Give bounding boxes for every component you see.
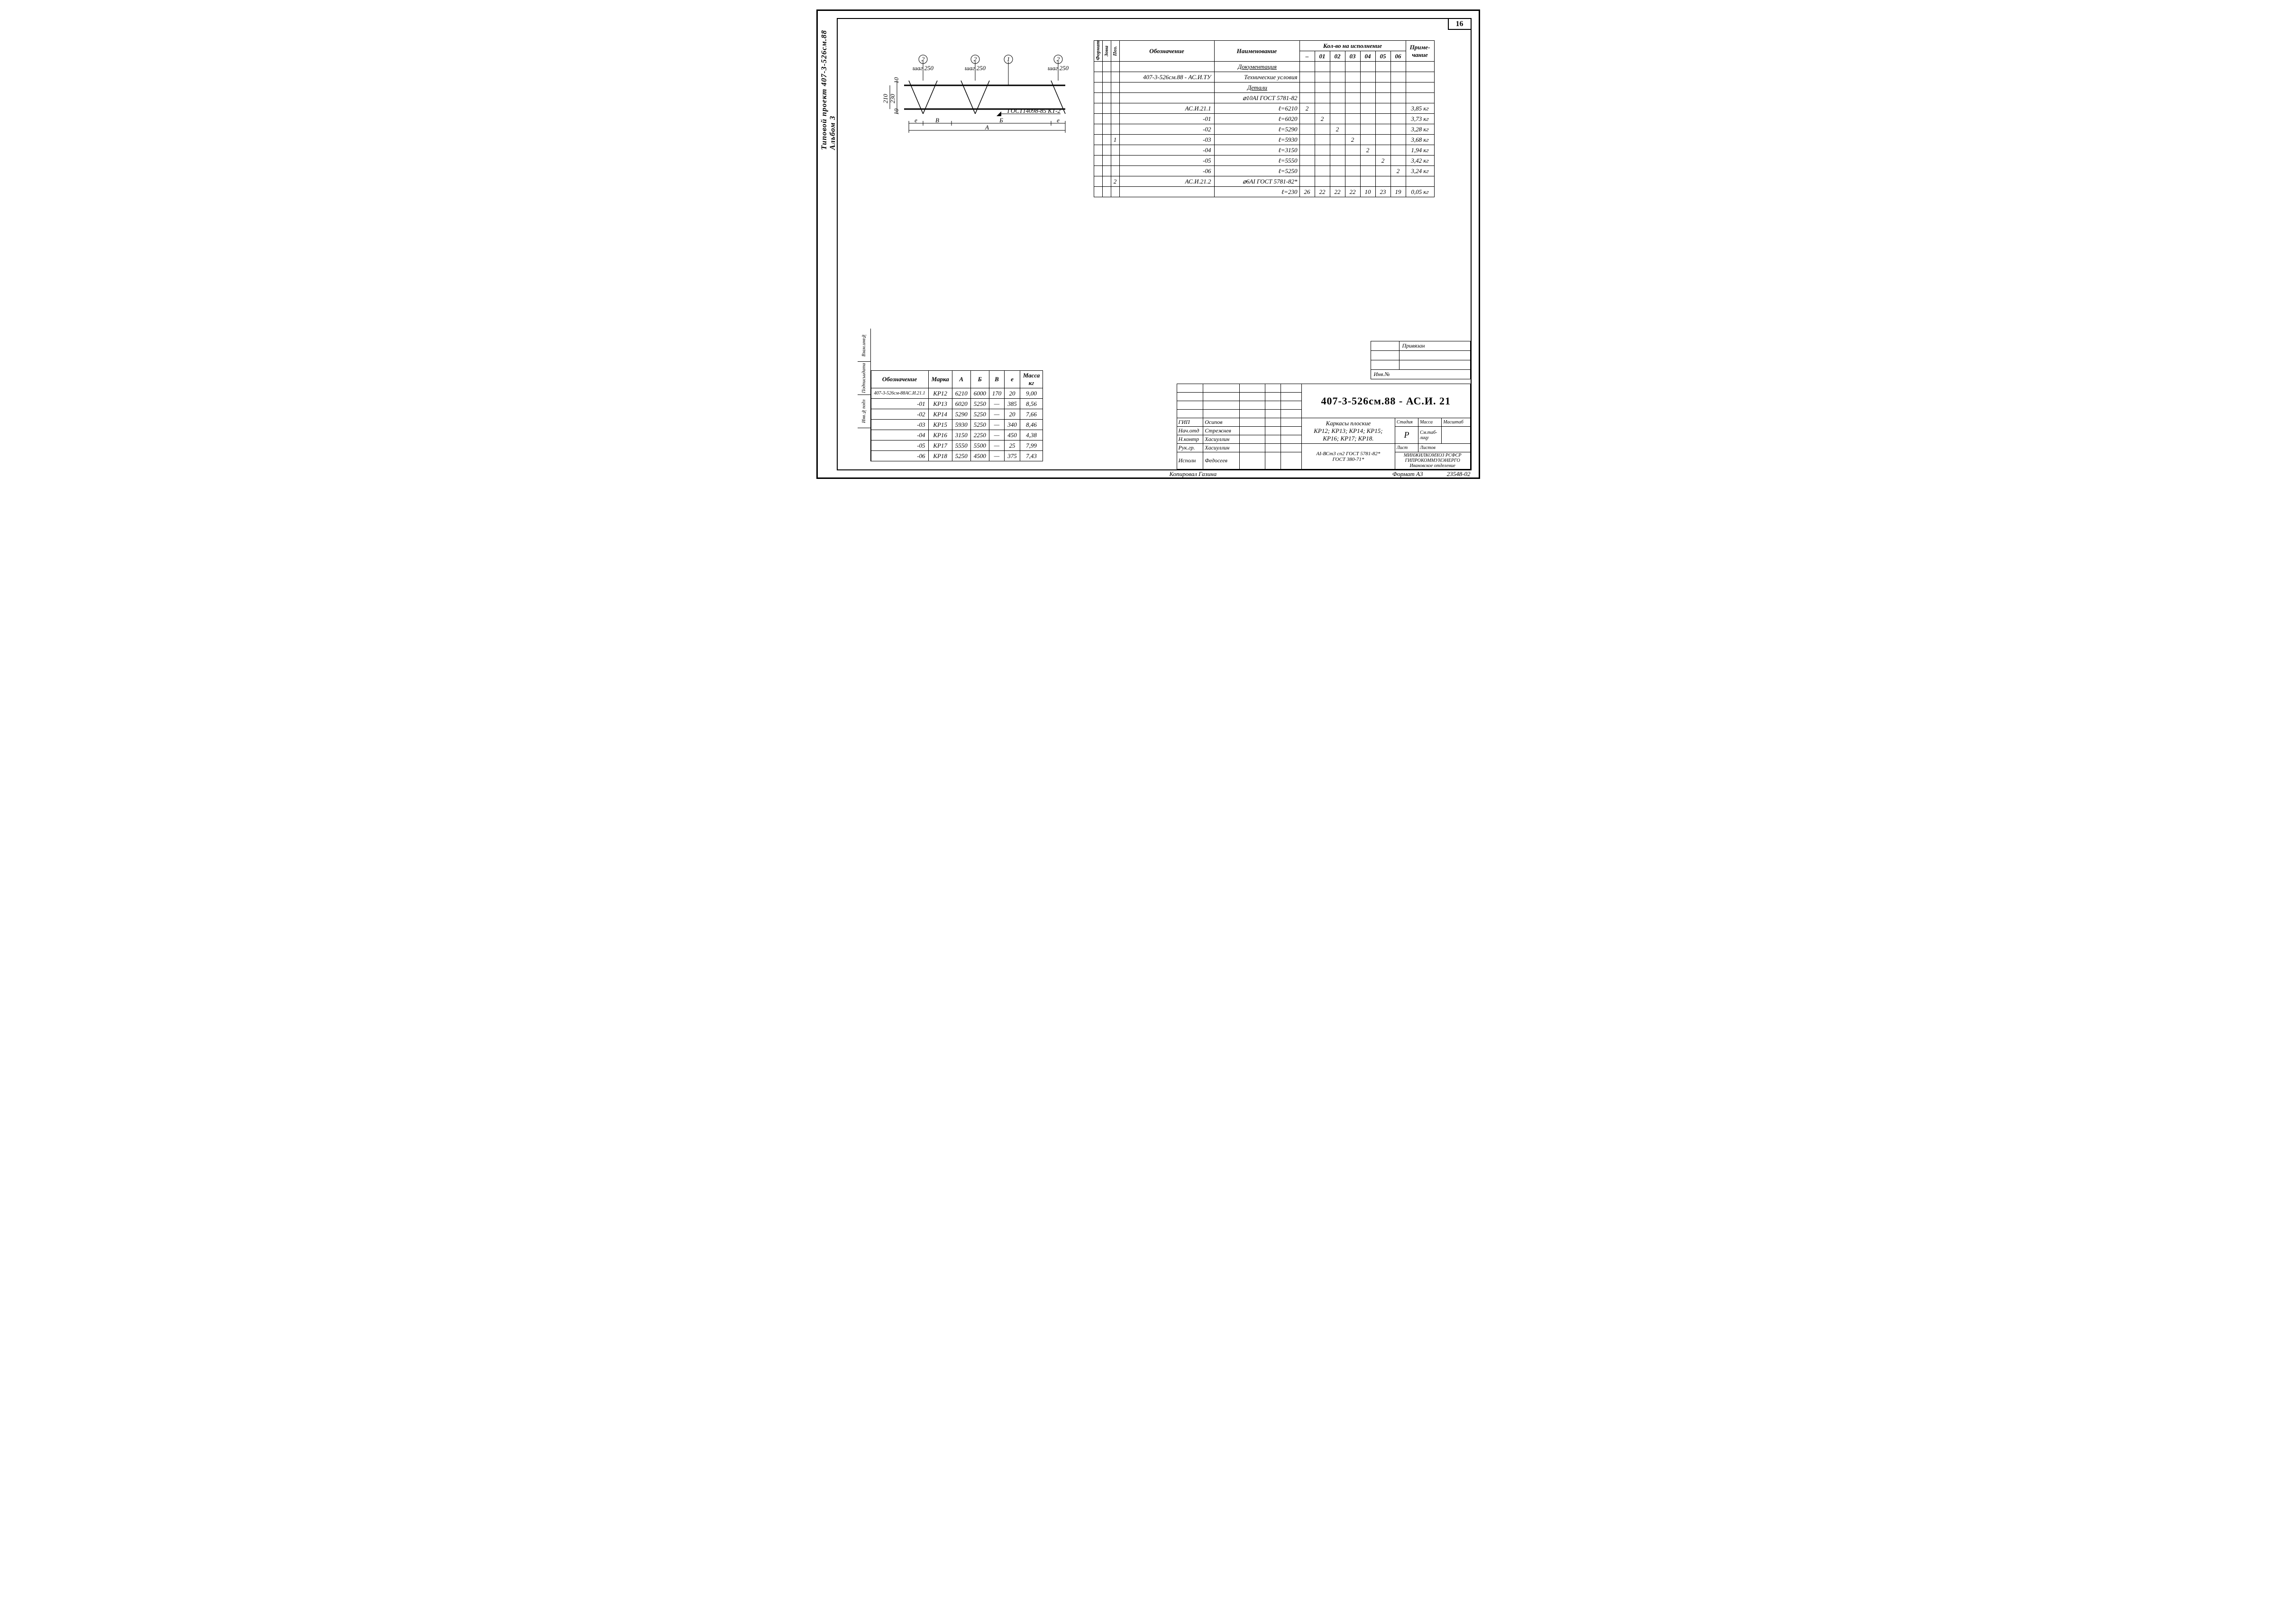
project-label: Типовой проект 407-3-526см.88 Альбом 3 [820,30,837,150]
spec-row: -04ℓ=315021,94 кг [1094,145,1434,156]
svg-text:ГОСТ14098-85 КТ-2: ГОСТ14098-85 КТ-2 [1006,107,1061,114]
svg-text:Б: Б [999,117,1003,124]
svg-text:210: 210 [882,94,889,103]
title-block: 407-3-526см.88 - АС.И. 21 ГИПОсипов Карк… [1177,384,1471,469]
spec-row: 407-3-526см.88 - АС.И.ТУТехнические усло… [1094,72,1434,83]
spec-row: Документация [1094,62,1434,72]
page-number: 16 [1448,18,1472,30]
dims-row: -04КР1631502250—4504,38 [871,430,1043,440]
svg-text:10: 10 [893,109,900,115]
svg-text:e: e [1057,117,1060,124]
dims-row: -03КР1559305250—3408,46 [871,420,1043,430]
spec-row: ℓ=230262222221023190,05 кг [1094,187,1434,197]
dims-row: 407-3-526см-88АС.И.21.1КР126210600017020… [871,388,1043,399]
rebar-diagram: 2 2 1 2 шаг 250 шаг 250 шаг 250 210 230 … [876,47,1075,142]
svg-text:2: 2 [973,55,977,63]
binding-block: Привязан Инв.№ [1371,341,1471,379]
svg-text:230: 230 [889,94,896,103]
drawing-sheet: Типовой проект 407-3-526см.88 Альбом 3 1… [816,9,1480,479]
spec-row: 2АС.И.21.2⌀6АI ГОСТ 5781-82* [1094,176,1434,187]
side-stamps: Взам.инв№ Подписьидата Инв.№подл [858,329,871,461]
drawing-code: 407-3-526см.88 - АС.И. 21 [1301,384,1470,418]
spec-row: 1-03ℓ=593023,68 кг [1094,135,1434,145]
svg-text:1: 1 [1006,55,1010,63]
dims-row: -02КР1452905250—207,66 [871,409,1043,420]
svg-text:шаг 250: шаг 250 [964,64,986,72]
svg-text:e: e [915,117,917,124]
spec-row: Детали [1094,83,1434,93]
spec-row: АС.И.21.1ℓ=621023,85 кг [1094,103,1434,114]
svg-text:2: 2 [921,55,924,63]
svg-text:В: В [935,117,939,124]
spec-row: ⌀10АI ГОСТ 5781-82 [1094,93,1434,103]
format-label: Формат А3 [1392,470,1423,478]
dims-row: -05КР1755505500—257,99 [871,440,1043,451]
specification-table: Формат Зона Поз. Обозначение Наименовани… [1094,40,1435,197]
svg-text:шаг 250: шаг 250 [912,64,933,72]
spec-row: -05ℓ=555023,42 кг [1094,156,1434,166]
dims-row: -01КР1360205250—3858,56 [871,399,1043,409]
dims-row: -06КР1852504500—3757,43 [871,451,1043,461]
bottom-code: 23548-02 [1447,470,1471,478]
spec-row: -06ℓ=525023,24 кг [1094,166,1434,176]
svg-text:2: 2 [1056,55,1060,63]
svg-text:А: А [985,124,989,131]
dimensions-table: ОбозначениеМаркаАБВeМасса кг 407-3-526см… [871,370,1043,461]
spec-row: -01ℓ=602023,73 кг [1094,114,1434,124]
spec-row: -02ℓ=529023,28 кг [1094,124,1434,135]
organization: МИНЖИЛКОМХОЗ РСФСР ГИПРОКОММУНЭНЕРГО Ива… [1395,452,1470,469]
copied-by: Копировал Газина [1170,470,1217,478]
inner-frame: 16 Взам.инв№ Подписьидата Инв.№подл [837,18,1472,470]
drawing-title: Каркасы плоские КР12; КР13; КР14; КР15; … [1301,418,1395,444]
svg-text:10: 10 [893,77,900,84]
svg-text:шаг 250: шаг 250 [1047,64,1069,72]
